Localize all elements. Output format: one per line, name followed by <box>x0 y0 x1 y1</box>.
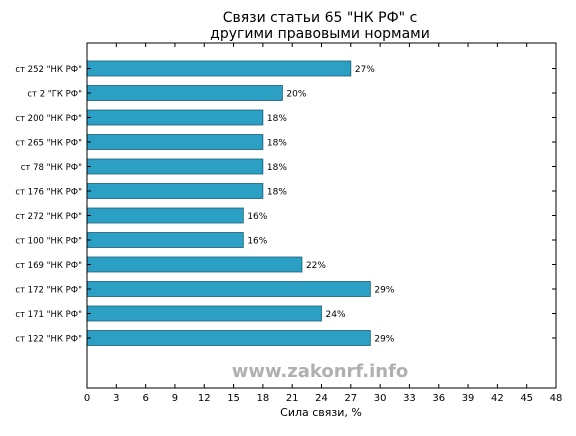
bar-value-label: 16% <box>247 237 267 247</box>
x-tick-label: 30 <box>374 393 387 404</box>
y-tick-label: ст 78 "НК РФ" <box>21 163 82 173</box>
bar-value-label: 24% <box>326 310 346 320</box>
bar-value-label: 29% <box>374 335 394 345</box>
bar-value-label: 18% <box>267 114 287 124</box>
y-tick-label: ст 171 "НК РФ" <box>15 310 82 320</box>
y-axis-ticks: ст 252 "НК РФ" ст 2 "ГК РФ" ст 200 "НК РФ"… <box>15 65 556 345</box>
x-tick-label: 6 <box>142 393 148 404</box>
y-tick-label: ст 252 "НК РФ" <box>15 65 82 75</box>
bar-value-label: 20% <box>286 90 306 100</box>
bar <box>86 330 371 346</box>
bar-value-label: 27% <box>355 65 375 75</box>
x-tick-label: 45 <box>520 393 533 404</box>
x-tick-label: 15 <box>227 393 240 404</box>
x-tick-label: 42 <box>491 393 504 404</box>
bar <box>86 85 283 101</box>
bar <box>86 256 303 273</box>
y-tick-label: ст 176 "НК РФ" <box>15 188 82 198</box>
bar <box>86 232 244 248</box>
bar <box>86 134 264 150</box>
x-tick-label: 0 <box>84 393 90 404</box>
bar <box>86 281 371 297</box>
chart-title: Связи статьи 65 "НК РФ" с другими правов… <box>210 10 430 42</box>
bar <box>86 183 264 199</box>
x-tick-label: 24 <box>315 393 328 404</box>
x-tick-label: 48 <box>550 393 563 404</box>
x-tick-label: 36 <box>432 393 445 404</box>
x-tick-label: 33 <box>403 393 416 404</box>
bar-value-label: 16% <box>247 212 267 222</box>
y-tick-label: ст 169 "НК РФ" <box>15 261 82 271</box>
chart-title-line-1: Связи статьи 65 "НК РФ" с <box>223 10 418 26</box>
x-tick-label: 3 <box>113 393 119 404</box>
y-tick-label: ст 100 "НК РФ" <box>15 237 82 247</box>
x-tick-label: 39 <box>462 393 475 404</box>
bar-value-label: 18% <box>267 188 287 198</box>
y-tick-label: ст 272 "НК РФ" <box>15 212 82 222</box>
x-tick-label: 27 <box>344 393 357 404</box>
bar <box>86 109 264 126</box>
x-tick-label: 9 <box>172 393 178 404</box>
y-tick-label: ст 2 "ГК РФ" <box>27 90 82 100</box>
bar <box>86 60 352 77</box>
x-axis-ticks: 0 3 6 9 12 15 18 21 24 27 30 33 36 39 42 45 48 <box>84 43 563 404</box>
bar-value-label: 29% <box>374 286 394 296</box>
y-tick-label: ст 200 "НК РФ" <box>15 114 82 124</box>
x-tick-label: 21 <box>286 393 299 404</box>
x-axis-label: Сила связи, % <box>280 406 362 419</box>
x-tick-label: 12 <box>198 393 211 404</box>
watermark-text: www.zakonrf.info <box>232 361 409 382</box>
bar <box>86 207 244 224</box>
bar-value-label: 18% <box>267 139 287 149</box>
value-labels-group: 27% 20% 18% 18% 18% 18% 16% 16% 22% 29% 24% 29% <box>247 65 394 345</box>
bars-group <box>86 60 371 346</box>
bar <box>86 305 322 322</box>
bar-value-label: 22% <box>306 261 326 271</box>
y-tick-label: ст 122 "НК РФ" <box>15 335 82 345</box>
bar <box>86 158 264 175</box>
x-tick-label: 18 <box>257 393 270 404</box>
y-tick-label: ст 265 "НК РФ" <box>15 139 82 149</box>
y-tick-label: ст 172 "НК РФ" <box>15 286 82 296</box>
bar-value-label: 18% <box>267 163 287 173</box>
plot-area-frame <box>86 42 557 389</box>
chart-title-line-2: другими правовыми нормами <box>210 26 430 42</box>
